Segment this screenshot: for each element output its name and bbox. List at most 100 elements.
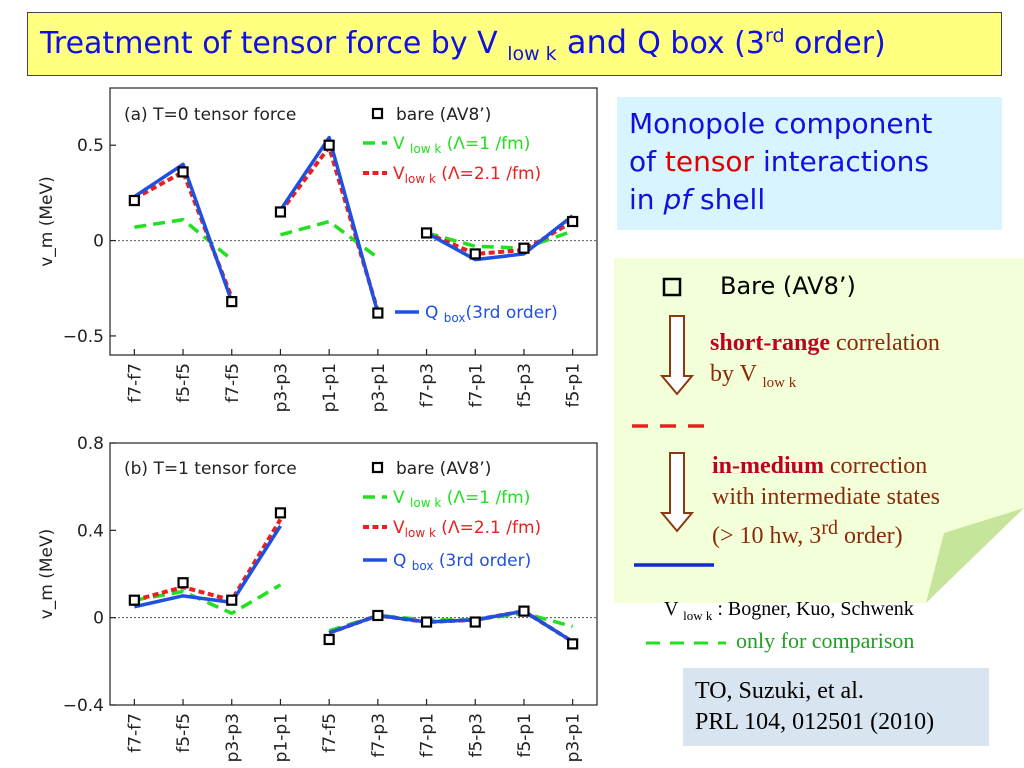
legend-sub: low k [410, 496, 441, 510]
bare-point [226, 594, 238, 606]
legend-sub: low k [405, 526, 436, 540]
monopole-text: Monopole component of tensor interaction… [629, 105, 932, 219]
ref-text: : Bogner, Kuo, Schwenk [712, 598, 914, 620]
citation-line2: PRL 104, 012501 (2010) [695, 709, 935, 735]
series-line-qbox [133, 162, 234, 303]
bare-point [323, 139, 335, 151]
bare-point [567, 215, 579, 228]
bare-point [177, 166, 189, 178]
note-background [614, 258, 1024, 603]
order-post: order) [837, 523, 903, 549]
x-tick-label: f5-f5 [174, 363, 194, 403]
x-tick-label: f7-f7 [125, 363, 145, 403]
comparison-note: only for comparison [736, 628, 915, 653]
title-box: Treatment of tensor force by V low k and… [27, 12, 1002, 76]
legend-suffix: (3rd order) [466, 303, 558, 323]
bare-point [323, 633, 335, 646]
x-tick-label: f5-p3 [515, 363, 535, 408]
bare-point [420, 616, 433, 628]
panel-label: (a) T=0 tensor force [124, 105, 296, 125]
y-tick-label: −0.4 [63, 696, 104, 716]
plot-frame [109, 442, 598, 706]
series-line-v1 [134, 217, 233, 261]
in-medium-line: in-medium correction [712, 451, 940, 482]
plot-frame [109, 87, 598, 356]
chart-panel-a: −0.5 0 0.5 v_m (MeV) f7-f7 f5-f5 f7-f5 p3-p3 p1-… [37, 87, 598, 412]
legend-suffix: (3rd order) [434, 551, 532, 571]
citation-box: TO, Suzuki, et al. PRL 104, 012501 (2010… [683, 668, 989, 746]
legend-prefix: V [393, 518, 405, 538]
bare-point [128, 194, 140, 207]
y-tick-label: 0.5 [77, 136, 104, 156]
x-tick-label: f7-f7 [125, 713, 145, 753]
series-line-v1 [134, 583, 282, 616]
legend-suffix: (Λ=2.1 /fm) [436, 164, 541, 184]
in-medium-bold: in-medium [712, 453, 825, 479]
legend-prefix: V [393, 164, 405, 184]
series-line-qbox [328, 609, 574, 644]
title-main: Treatment of tensor force by V [40, 26, 508, 61]
citation-text: TO, Suzuki, et al. PRL 104, 012501 (2010… [695, 676, 934, 738]
x-tick-label: f7-p3 [418, 363, 438, 408]
series-line-qbox [425, 214, 574, 262]
legend-suffix: (Λ=2.1 /fm) [436, 518, 541, 538]
y-axis-label: v_m (MeV) [37, 529, 57, 620]
ref-sub: low k [683, 608, 713, 623]
short-range-line: short-range correlation [710, 328, 940, 359]
y-tick-label: 0.4 [77, 521, 104, 541]
x-tick-label: f5-p1 [564, 363, 584, 408]
x-tick-label: f7-f5 [320, 713, 340, 753]
bare-point [567, 638, 579, 650]
legend-label-v1: V low k (Λ=1 /fm) [393, 488, 530, 510]
legend-prefix: V [393, 134, 410, 154]
intermediate-line: with intermediate states [712, 484, 940, 510]
monopole-line3-pre: in [629, 183, 664, 216]
legend-label-v21: Vlow k (Λ=2.1 /fm) [393, 164, 541, 186]
x-tick-label: p3-p1 [564, 713, 584, 762]
legend-bare-marker [371, 107, 384, 120]
in-medium-text: in-medium correction with intermediate s… [712, 451, 940, 552]
monopole-line2-post: interactions [754, 145, 929, 178]
bare-point [128, 594, 140, 606]
down-arrow-icon [659, 315, 695, 396]
in-medium-rest: correction [824, 453, 928, 479]
legend-suffix: (Λ=1 /fm) [441, 488, 530, 508]
x-tick-label: f7-p1 [466, 363, 486, 408]
legend-sub: box [444, 311, 466, 325]
monopole-line3: in pf shell [629, 181, 932, 219]
series-line-qbox [278, 135, 380, 314]
y-tick-label: 0.8 [77, 434, 104, 454]
monopole-line2: of tensor interactions [629, 143, 932, 181]
bare-point [469, 616, 481, 628]
x-tick-label: f5-f5 [174, 713, 194, 753]
x-tick-label: f7-f5 [223, 363, 243, 403]
title-q: Q box (3 [637, 26, 765, 61]
citation-line1: TO, Suzuki, et al. [695, 678, 864, 704]
legend-suffix: (Λ=1 /fm) [441, 134, 530, 154]
legend-prefix: Q [393, 551, 412, 571]
x-tick-label: p3-p3 [271, 363, 291, 412]
short-range-bold: short-range [710, 330, 830, 356]
slide-title: Treatment of tensor force by V low k and… [40, 23, 886, 65]
legend-label-qbox: Q box(3rd order) [425, 303, 558, 325]
bare-point [274, 507, 287, 519]
green-dash-icon [646, 641, 726, 645]
bare-point [420, 227, 433, 239]
title-sub: low k [507, 43, 557, 65]
by-v: by V [710, 361, 763, 387]
legend-label-qbox: Q box (3rd order) [393, 551, 531, 573]
order-sup: rd [821, 517, 838, 539]
bare-point [226, 296, 238, 308]
x-tick-label: f5-p3 [466, 713, 486, 758]
y-tick-label: −0.5 [63, 327, 104, 347]
short-range-rest: correlation [829, 330, 940, 356]
panel-label: (b) T=1 tensor force [124, 459, 297, 479]
series-line-v21 [133, 518, 283, 603]
chart-panel-b: −0.4 0 0.4 0.8 v_m (MeV) f7-f7 f5-f5 p3-p3 p1-p1… [37, 434, 598, 762]
legend-sub: low k [410, 142, 441, 156]
monopole-box: Monopole component of tensor interaction… [617, 97, 1002, 230]
short-range-text: short-range correlation by V low k [710, 328, 940, 399]
vlowk-reference: V low k : Bogner, Kuo, Schwenk [664, 598, 914, 624]
order-line: (> 10 hw, 3rd order) [712, 513, 940, 552]
